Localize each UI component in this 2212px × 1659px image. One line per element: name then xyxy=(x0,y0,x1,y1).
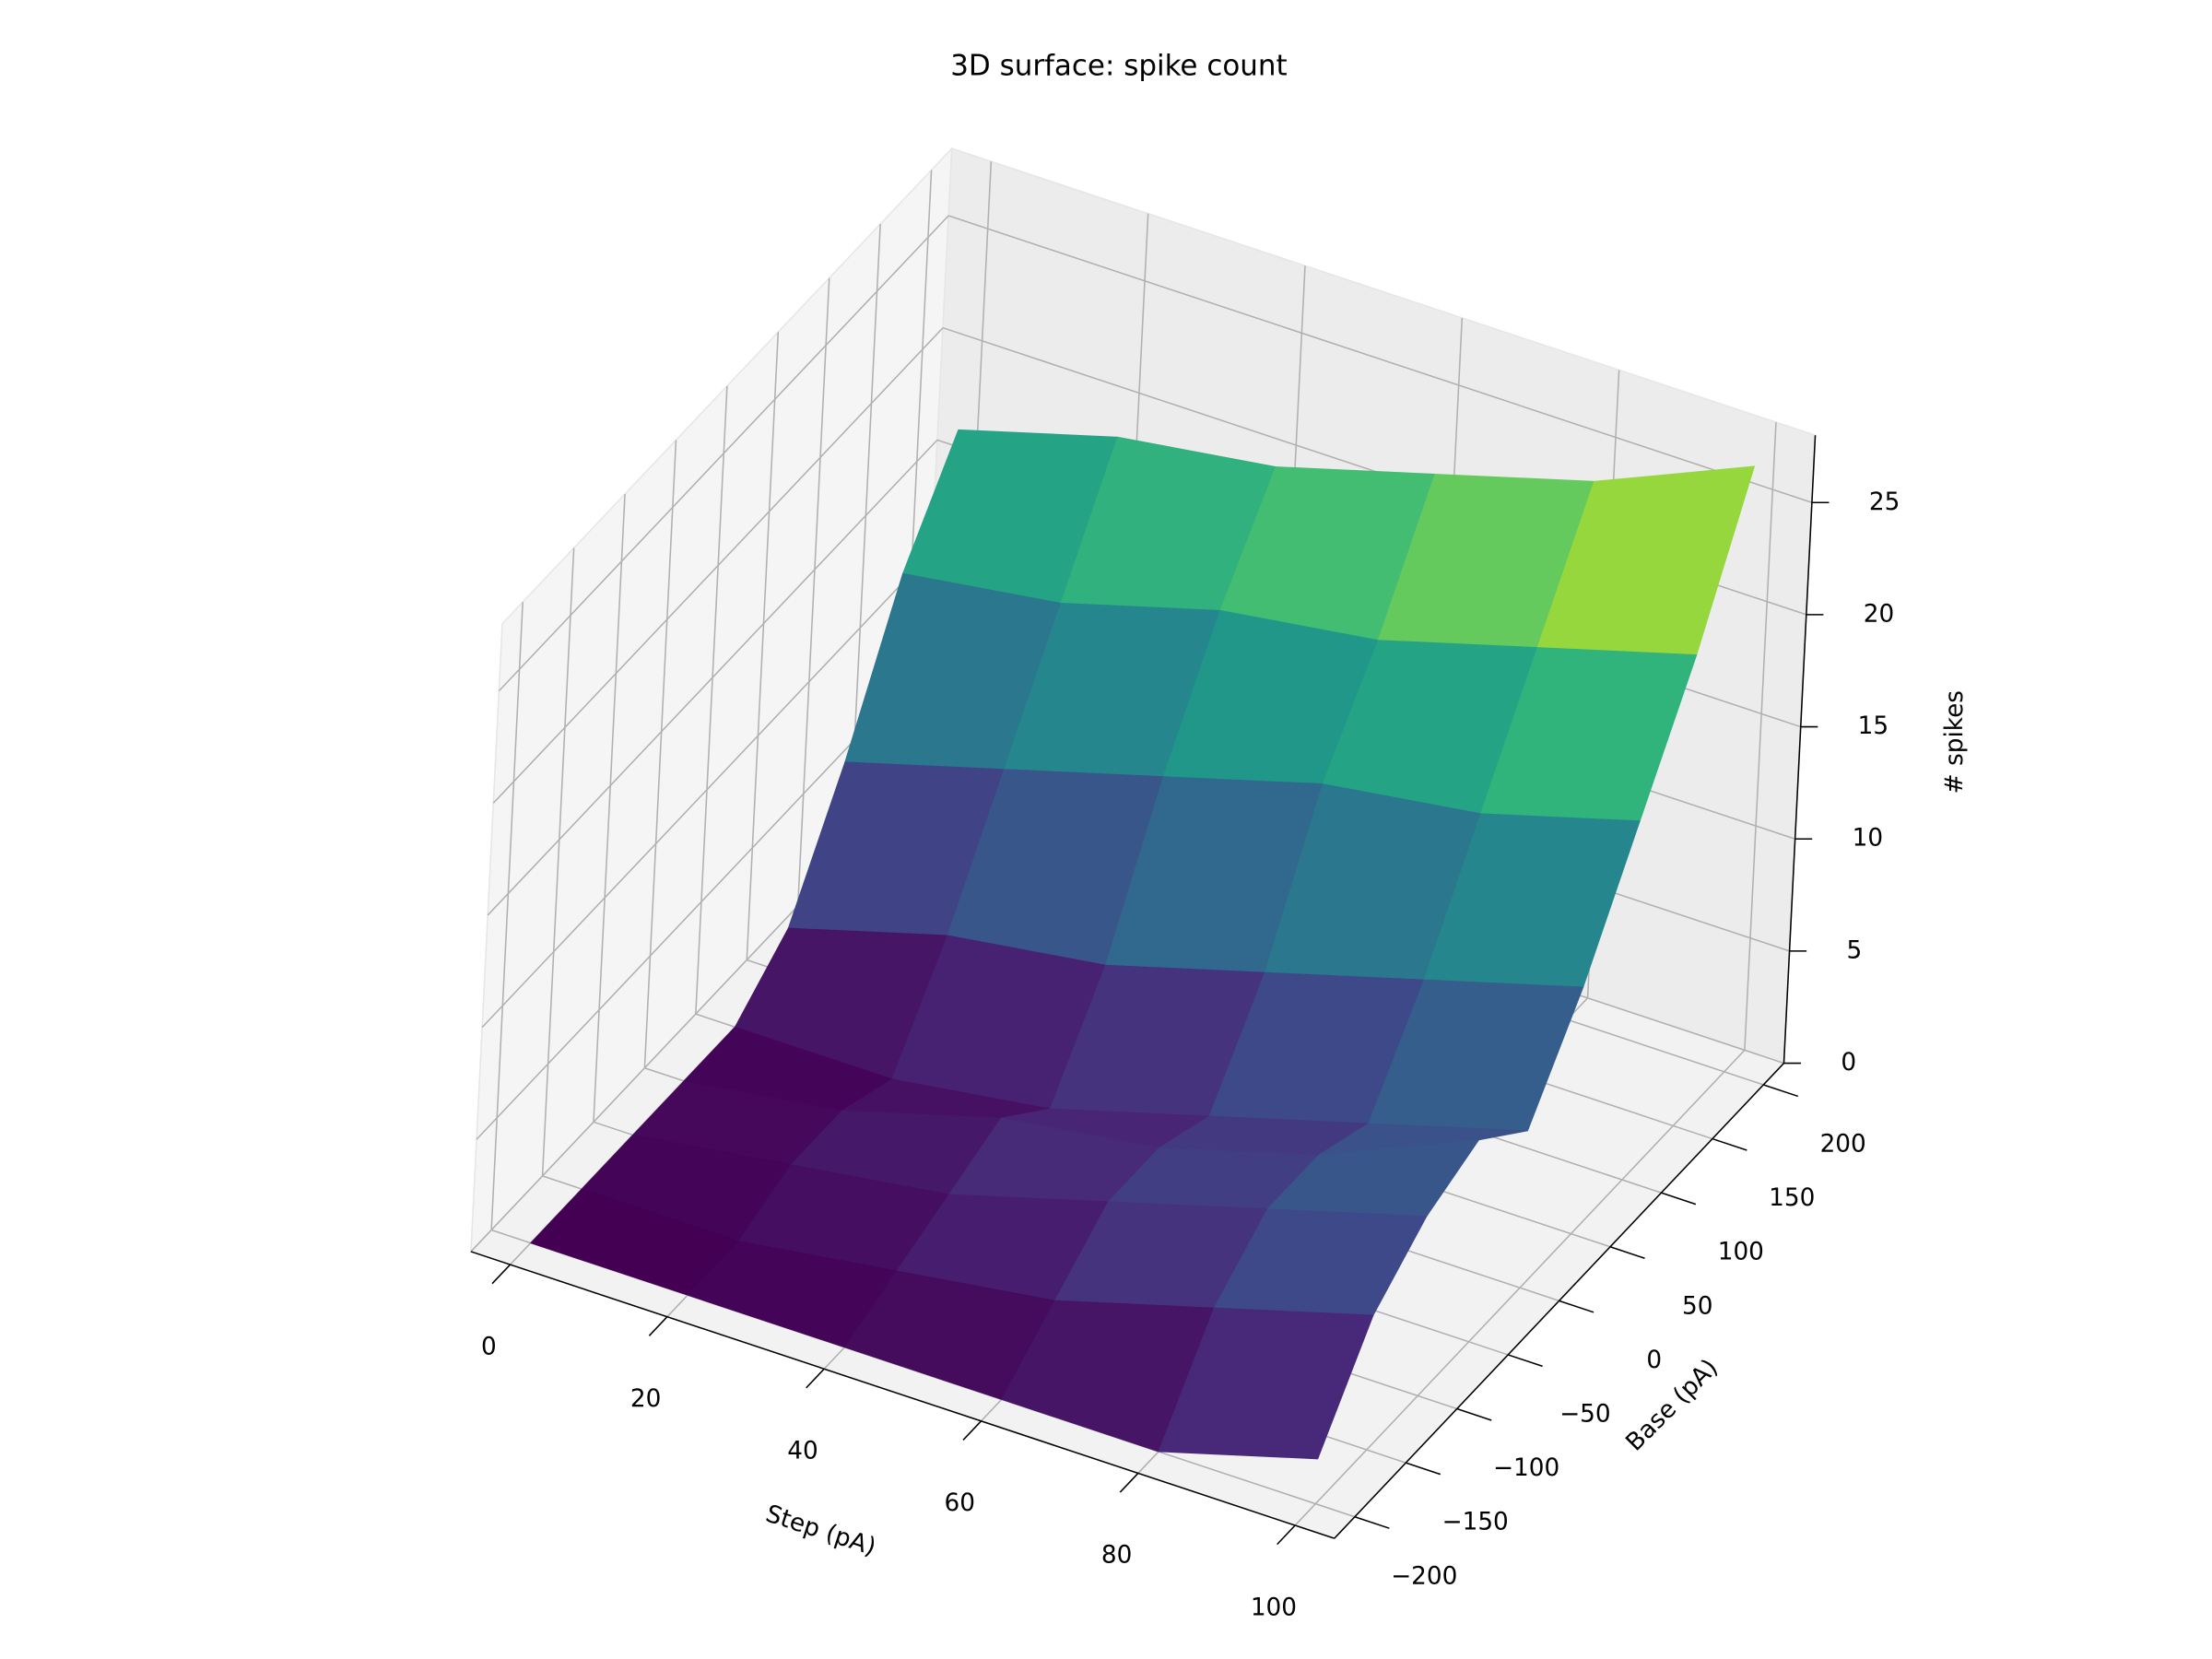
y-tick xyxy=(1661,1192,1697,1206)
z-tick-label: 15 xyxy=(1858,712,1888,740)
y-tick-label: 50 xyxy=(1682,1292,1712,1320)
y-tick-label: 100 xyxy=(1718,1239,1764,1266)
grid-line xyxy=(1744,422,1777,1051)
grid-line xyxy=(643,440,677,1068)
y-tick xyxy=(1609,1246,1645,1259)
grid-line xyxy=(490,602,524,1230)
y-tick xyxy=(1456,1407,1492,1421)
grid-line xyxy=(541,547,575,1176)
x-tick-label: 80 xyxy=(1101,1542,1132,1570)
y-tick xyxy=(1763,1084,1799,1098)
x-tick-label: 0 xyxy=(481,1333,497,1360)
y-tick-label: 150 xyxy=(1769,1184,1815,1212)
z-tick-label: 25 xyxy=(1869,488,1900,516)
x-tick-label: 100 xyxy=(1251,1594,1297,1621)
y-tick-label: −100 xyxy=(1493,1454,1559,1482)
y-tick-label: −200 xyxy=(1391,1562,1457,1590)
y-tick xyxy=(1406,1462,1441,1476)
grid-line xyxy=(746,332,780,960)
z-tick-label: 20 xyxy=(1864,600,1894,628)
chart-title: 3D surface: spike count xyxy=(950,49,1287,82)
x-tick xyxy=(491,1264,512,1285)
grid-line xyxy=(492,327,944,804)
y-tick-label: 0 xyxy=(1646,1347,1662,1374)
y-tick xyxy=(1712,1137,1747,1151)
x-tick-label: 60 xyxy=(945,1489,975,1517)
y-tick-label: 200 xyxy=(1820,1131,1866,1159)
grid-line xyxy=(593,493,626,1123)
y-tick xyxy=(1354,1515,1390,1529)
grid-line xyxy=(695,385,728,1015)
y-tick xyxy=(1507,1354,1543,1368)
grid-line xyxy=(796,277,830,906)
x-tick xyxy=(1119,1472,1139,1493)
z-tick-label: 0 xyxy=(1841,1049,1856,1077)
z-tick-label: 10 xyxy=(1853,825,1883,853)
x-axis-line xyxy=(470,1251,1335,1539)
grid-line xyxy=(947,215,1813,503)
x-tick-label: 40 xyxy=(787,1438,818,1465)
x-tick xyxy=(806,1368,825,1389)
x-tick xyxy=(1277,1524,1296,1546)
grid-line xyxy=(498,215,949,692)
grid-line xyxy=(481,551,933,1029)
x-tick xyxy=(648,1316,668,1336)
y-tick-label: −50 xyxy=(1559,1400,1611,1428)
grid-line xyxy=(487,439,938,916)
x-tick xyxy=(962,1420,982,1441)
surface-patch xyxy=(1158,1307,1374,1460)
y-tick-label: −150 xyxy=(1442,1509,1509,1536)
z-tick-label: 5 xyxy=(1847,936,1863,964)
y-tick xyxy=(1559,1300,1594,1313)
z-axis-label: # spikes xyxy=(1941,690,1969,794)
z-axis-line xyxy=(1783,435,1817,1064)
x-tick-label: 20 xyxy=(630,1385,661,1413)
